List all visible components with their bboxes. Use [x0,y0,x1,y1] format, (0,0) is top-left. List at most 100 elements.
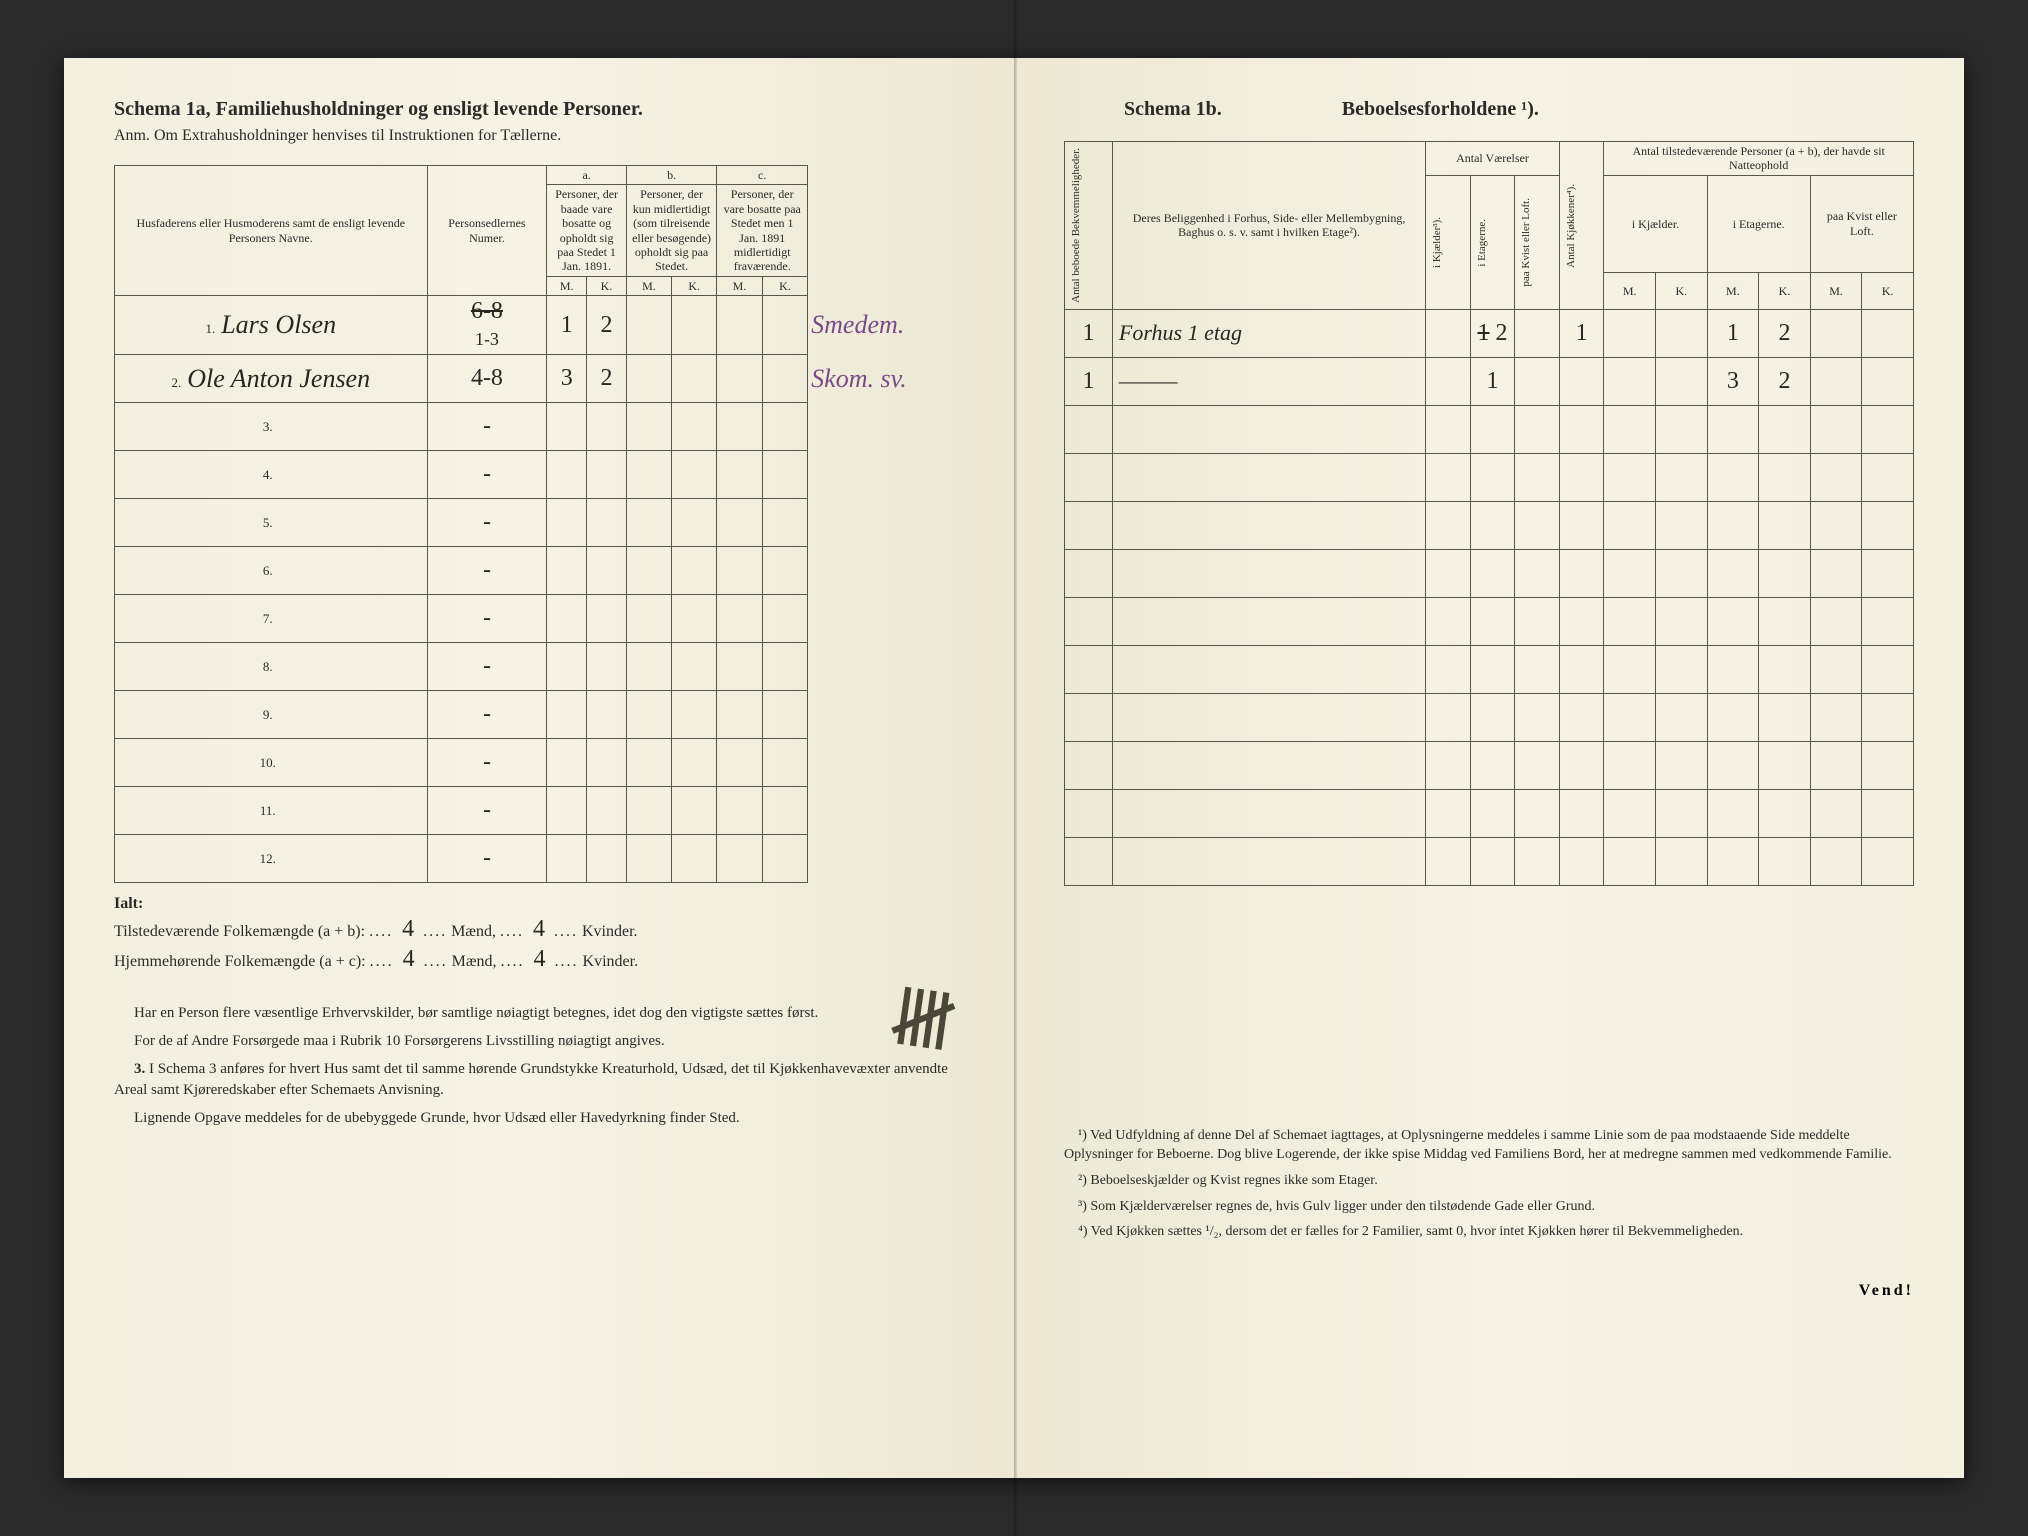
left-page: Schema 1a, Familiehusholdninger og ensli… [64,58,1014,1478]
value-cell [717,787,762,835]
col-a-text: Personer, der baade vare bosatte og opho… [547,185,627,276]
value-cell [1810,453,1862,501]
value-cell [1759,549,1811,597]
value-cell [1470,741,1515,789]
name-cell: 11. [115,787,428,835]
note-p2: For de af Andre Forsørgede maa i Rubrik … [114,1031,964,1053]
value-cell [1515,597,1560,645]
value-cell [1604,549,1656,597]
value-cell [1759,597,1811,645]
table-row [1065,789,1914,837]
value-cell [1604,837,1656,885]
value-cell [1065,741,1113,789]
value-cell [762,643,807,691]
value-cell [1604,741,1656,789]
value-cell [1559,789,1604,837]
value-cell [672,835,717,883]
value-cell [1604,789,1656,837]
b-m: M. [626,276,671,295]
value-cell [587,499,627,547]
book-spine [1014,0,1017,1536]
name-cell: 12. [115,835,428,883]
value-cell [1656,405,1708,453]
value-cell [1862,357,1914,405]
numer-cell: - [427,835,547,883]
value-cell [1707,549,1759,597]
value-cell [672,355,717,403]
value-cell [717,296,762,355]
value-cell [717,355,762,403]
value-cell [587,643,627,691]
col-note-spacer [808,166,964,296]
value-cell [1065,501,1113,549]
value-cell: ——— [1112,357,1425,405]
value-cell: 3 [1707,357,1759,405]
value-cell [587,691,627,739]
value-cell [1656,549,1708,597]
et-m: M. [1707,272,1759,309]
value-cell: 1 [1559,309,1604,357]
value-cell [1604,501,1656,549]
census-book: Schema 1a, Familiehusholdninger og ensli… [64,58,1964,1478]
value-cell [1604,453,1656,501]
value-cell [1426,405,1471,453]
table-row: 12.- [115,835,965,883]
antal-vaer-header: Antal Værelser [1426,142,1560,176]
value-cell [1862,789,1914,837]
name-cell: 1.Lars Olsen [115,296,428,355]
value-cell [1810,741,1862,789]
value-cell [1470,405,1515,453]
value-cell [1112,741,1425,789]
schema-1b-label: Schema 1b. [1124,98,1222,121]
value-cell [1759,741,1811,789]
tilstede-label: Tilstedeværende Folkemængde (a + b): [114,923,365,940]
value-cell: 1 [1707,309,1759,357]
value-cell [672,296,717,355]
value-cell [587,739,627,787]
table-row [1065,693,1914,741]
value-cell [626,403,671,451]
value-cell [1515,357,1560,405]
value-cell: Forhus 1 etag [1112,309,1425,357]
table-row [1065,597,1914,645]
value-cell [1707,789,1759,837]
value-cell [1810,549,1862,597]
tilstede-k: 4 [524,916,554,943]
table-row [1065,741,1914,789]
numer-cell: - [427,499,547,547]
value-cell [1470,693,1515,741]
right-footnotes: ¹) Ved Udfyldning af denne Del af Schema… [1064,1126,1914,1242]
table-row: 1Forhus 1 etag1 2112 [1065,309,1914,357]
value-cell [1810,357,1862,405]
value-cell [1656,789,1708,837]
value-cell [1656,837,1708,885]
value-cell [1559,597,1604,645]
value-cell [1112,405,1425,453]
value-cell [547,595,587,643]
value-cell [1656,453,1708,501]
value-cell [717,739,762,787]
value-cell [1426,309,1471,357]
col-b-label: b. [626,166,716,185]
value-cell [547,547,587,595]
value-cell [1604,405,1656,453]
value-cell [1810,501,1862,549]
value-cell [1707,645,1759,693]
value-cell [1707,693,1759,741]
value-cell [1810,597,1862,645]
table-row: 1.Lars Olsen6-81-312Smedem. [115,296,965,355]
maend-label-2: Mænd, [452,953,497,970]
schema-1b-table: Antal beboede Bekvemmeligheder. Deres Be… [1064,141,1914,886]
vend-label: Vend! [1064,1282,1914,1300]
value-cell [547,499,587,547]
name-cell: 6. [115,547,428,595]
value-cell [1559,645,1604,693]
value-cell [672,787,717,835]
name-cell: 10. [115,739,428,787]
value-cell [1759,645,1811,693]
numer-cell: - [427,403,547,451]
value-cell [762,451,807,499]
value-cell [1426,501,1471,549]
value-cell [1559,837,1604,885]
c-k: K. [762,276,807,295]
